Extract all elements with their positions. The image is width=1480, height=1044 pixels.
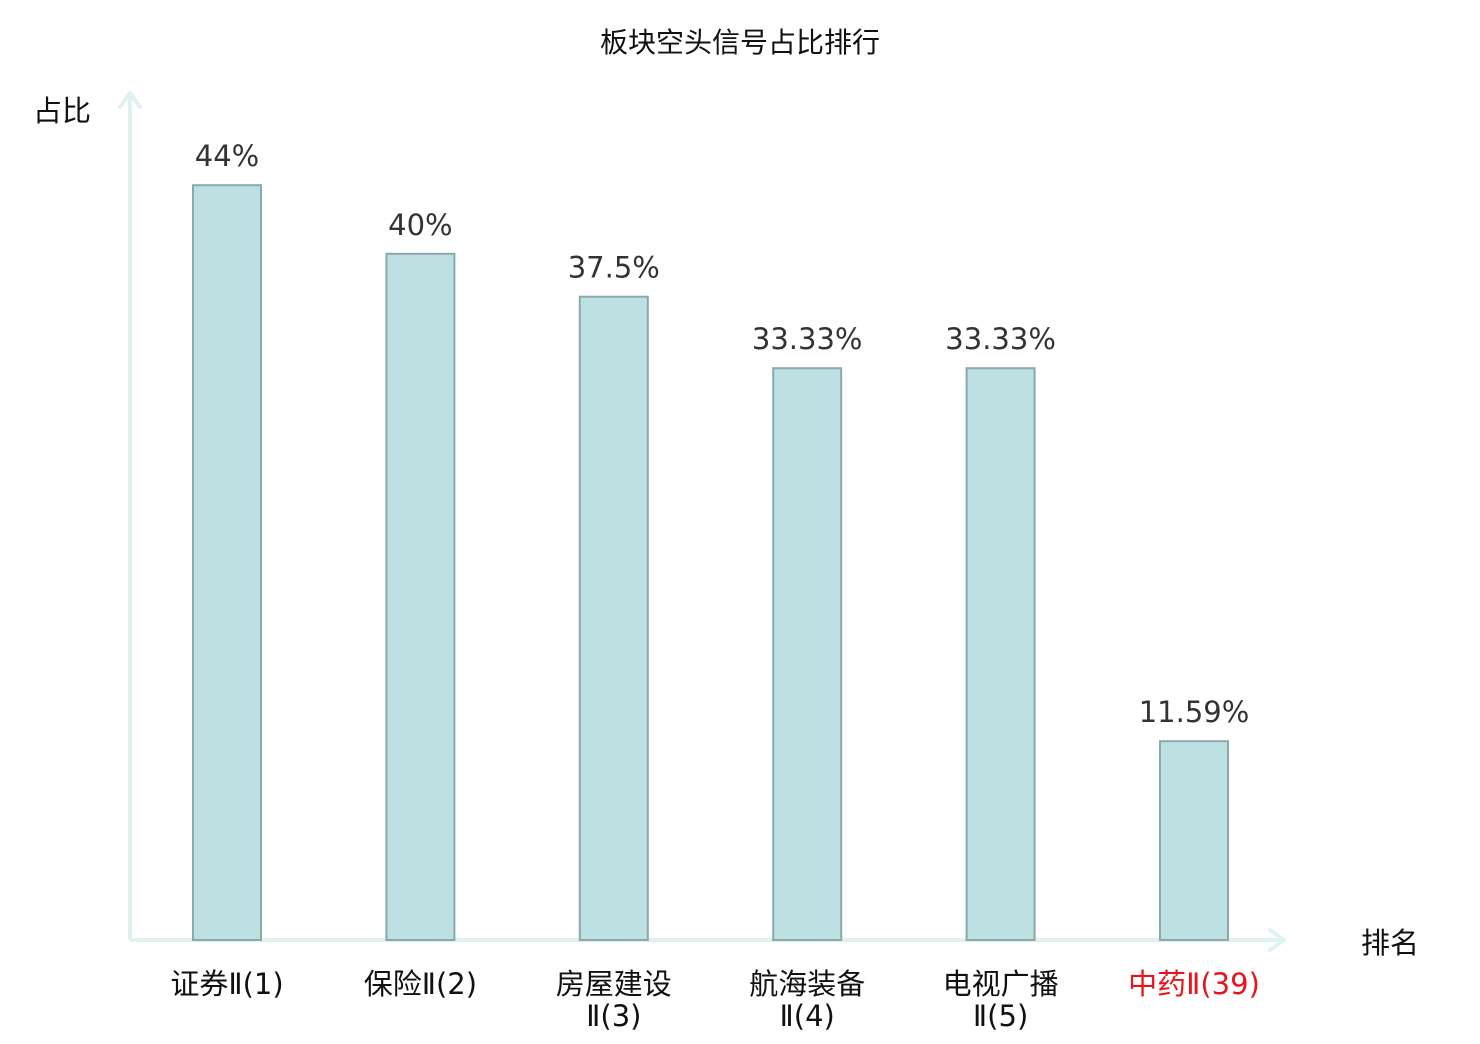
tick-label: 保险Ⅱ(2) bbox=[364, 967, 477, 1001]
tick-label: 房屋建设 Ⅱ(3) bbox=[556, 967, 672, 1033]
tick-label-line: 房屋建设 bbox=[556, 967, 672, 1001]
tick-label-line: Ⅱ(5) bbox=[973, 999, 1028, 1033]
tick-label-line: Ⅱ(3) bbox=[586, 999, 641, 1033]
tick-label: 航海装备 Ⅱ(4) bbox=[749, 967, 865, 1033]
data-label: 33.33% bbox=[945, 322, 1056, 356]
chart-title: 板块空头信号占比排行 bbox=[600, 26, 880, 59]
data-label: 37.5% bbox=[568, 251, 660, 285]
bar bbox=[772, 367, 843, 941]
tick-label-line: 航海装备 bbox=[749, 967, 865, 1001]
y-axis-arrow-icon bbox=[118, 91, 142, 109]
y-axis-label: 占比 bbox=[33, 94, 91, 128]
axes bbox=[118, 91, 1286, 952]
tick-label: 电视广播 Ⅱ(5) bbox=[943, 967, 1059, 1033]
tick-label-line: 保险Ⅱ(2) bbox=[364, 967, 477, 1001]
bar bbox=[1159, 740, 1229, 942]
tick-label-line: Ⅱ(4) bbox=[780, 999, 835, 1033]
tick-label-highlighted: 中药Ⅱ(39) bbox=[1128, 967, 1260, 1001]
tick-label-line: 中药Ⅱ(39) bbox=[1128, 967, 1260, 1001]
bar bbox=[965, 367, 1036, 941]
tick-label: 证券Ⅱ(1) bbox=[170, 967, 283, 1001]
bar bbox=[385, 252, 456, 942]
value-labels: 44% 40% 37.5% 33.33% 33.33% 11.59% bbox=[195, 139, 1250, 729]
tick-label-line: 证券Ⅱ(1) bbox=[170, 967, 283, 1001]
data-label: 33.33% bbox=[752, 322, 863, 356]
data-label: 11.59% bbox=[1139, 695, 1250, 729]
data-label: 40% bbox=[388, 208, 452, 242]
x-axis-arrow-icon bbox=[1268, 928, 1286, 952]
bars bbox=[192, 184, 1229, 942]
x-axis-label: 排名 bbox=[1361, 926, 1419, 960]
tick-label-line: 电视广播 bbox=[943, 967, 1059, 1001]
category-labels: 证券Ⅱ(1) 保险Ⅱ(2) 房屋建设 Ⅱ(3) 航海装备 Ⅱ(4) 电视广播 Ⅱ(5) 中药Ⅱ(… bbox=[170, 967, 1260, 1033]
bar bbox=[578, 295, 649, 941]
bar bbox=[192, 184, 262, 941]
data-label: 44% bbox=[195, 139, 259, 173]
